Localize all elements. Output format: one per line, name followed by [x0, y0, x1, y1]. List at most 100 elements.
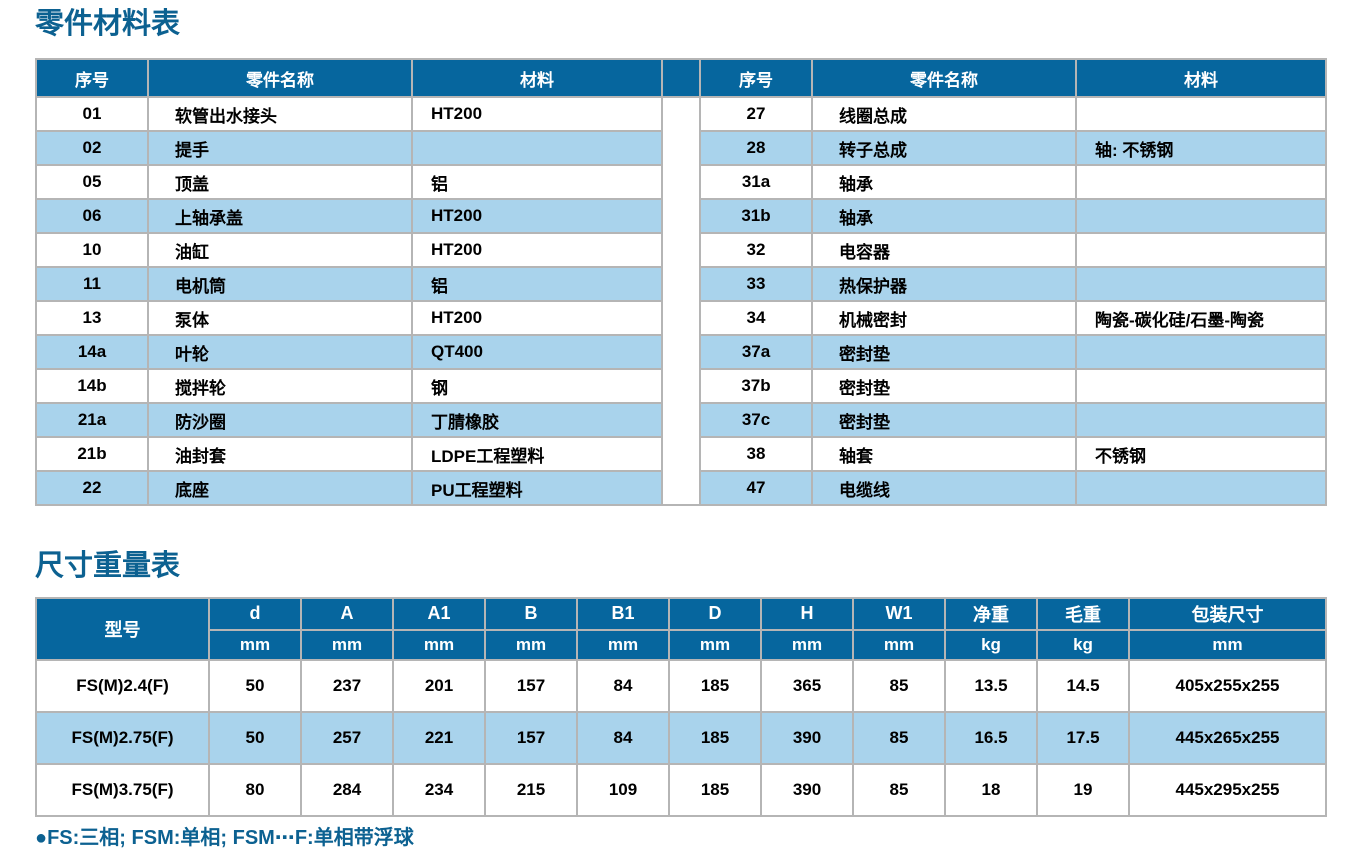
- part-name-cell: 密封垫: [813, 404, 1075, 437]
- part-name-cell: 热保护器: [813, 268, 1075, 301]
- part-material-cell: 钢: [413, 370, 661, 403]
- part-name-cell: 轴套: [813, 438, 1075, 471]
- part-material-cell: [1077, 370, 1325, 403]
- header-d: d: [210, 598, 300, 629]
- table-row: 21b 油封套 LDPE工程塑料 38 轴套 不锈钢: [37, 438, 1325, 471]
- part-material-cell: 不锈钢: [1077, 438, 1325, 471]
- unit-W1: mm: [854, 630, 944, 659]
- model-cell: FS(M)2.75(F): [37, 712, 208, 763]
- part-name-cell: 轴承: [813, 166, 1075, 199]
- part-name-cell: 搅拌轮: [149, 370, 411, 403]
- table-row: 01 软管出水接头 HT200 27 线圈总成: [37, 98, 1325, 505]
- part-no-cell: 27: [701, 98, 811, 131]
- value-cell: 215: [486, 764, 576, 815]
- value-cell: 80: [210, 764, 300, 815]
- part-no-cell: 21b: [37, 438, 147, 471]
- part-material-cell: 丁腈橡胶: [413, 404, 661, 437]
- value-cell: 405x255x255: [1130, 660, 1325, 711]
- part-material-cell: HT200: [413, 302, 661, 335]
- header-net-weight: 净重: [946, 598, 1036, 629]
- part-name-cell: 电机筒: [149, 268, 411, 301]
- value-cell: 50: [210, 712, 300, 763]
- part-no-cell: 21a: [37, 404, 147, 437]
- part-no-cell: 37a: [701, 336, 811, 369]
- table-row: 11 电机筒 铝 33 热保护器: [37, 268, 1325, 301]
- header-no-left: 序号: [37, 60, 147, 97]
- model-legend-footnote: ●FS:三相; FSM:单相; FSM⋯F:单相带浮球: [35, 826, 414, 849]
- value-cell: 234: [394, 764, 484, 815]
- value-cell: 85: [854, 764, 944, 815]
- table-row: 14b 搅拌轮 钢 37b 密封垫: [37, 370, 1325, 403]
- part-name-cell: 轴承: [813, 200, 1075, 233]
- part-name-cell: 顶盖: [149, 166, 411, 199]
- unit-d: mm: [210, 630, 300, 659]
- value-cell: 445x295x255: [1130, 764, 1325, 815]
- part-material-cell: QT400: [413, 336, 661, 369]
- parts-header-row: 序号 零件名称 材料 序号 零件名称 材料: [37, 60, 1325, 97]
- dimensions-weight-table: 型号 d A A1 B B1 D H W1 净重 毛重 包装尺寸 mm mm m…: [35, 596, 1327, 817]
- value-cell: 19: [1038, 764, 1128, 815]
- value-cell: 221: [394, 712, 484, 763]
- part-material-cell: 轴: 不锈钢: [1077, 132, 1325, 165]
- header-gross-weight: 毛重: [1038, 598, 1128, 629]
- part-material-cell: [1077, 166, 1325, 199]
- part-no-cell: 31b: [701, 200, 811, 233]
- header-spacer: [663, 60, 699, 97]
- value-cell: 390: [762, 764, 852, 815]
- part-material-cell: [1077, 336, 1325, 369]
- unit-D: mm: [670, 630, 760, 659]
- value-cell: 85: [854, 712, 944, 763]
- part-material-cell: PU工程塑料: [413, 472, 661, 505]
- header-A: A: [302, 598, 392, 629]
- part-material-cell: 陶瓷-碳化硅/石墨-陶瓷: [1077, 302, 1325, 335]
- part-material-cell: [1077, 98, 1325, 131]
- dims-header-label-row: 型号 d A A1 B B1 D H W1 净重 毛重 包装尺寸: [37, 598, 1325, 659]
- value-cell: 237: [302, 660, 392, 711]
- part-material-cell: [1077, 200, 1325, 233]
- part-material-cell: [1077, 268, 1325, 301]
- part-material-cell: [1077, 472, 1325, 505]
- part-no-cell: 10: [37, 234, 147, 267]
- part-name-cell: 防沙圈: [149, 404, 411, 437]
- header-B: B: [486, 598, 576, 629]
- part-name-cell: 机械密封: [813, 302, 1075, 335]
- part-name-cell: 油缸: [149, 234, 411, 267]
- part-no-cell: 34: [701, 302, 811, 335]
- table-row: FS(M)2.4(F) 50 237 201 157 84 185 365 85…: [37, 660, 1325, 711]
- value-cell: 390: [762, 712, 852, 763]
- value-cell: 85: [854, 660, 944, 711]
- part-material-cell: [413, 132, 661, 165]
- part-material-cell: 铝: [413, 268, 661, 301]
- value-cell: 201: [394, 660, 484, 711]
- header-model: 型号: [37, 598, 208, 659]
- part-name-cell: 上轴承盖: [149, 200, 411, 233]
- value-cell: 17.5: [1038, 712, 1128, 763]
- part-no-cell: 05: [37, 166, 147, 199]
- spacer-column: [663, 98, 699, 505]
- header-material-left: 材料: [413, 60, 661, 97]
- part-name-cell: 软管出水接头: [149, 98, 411, 131]
- value-cell: 257: [302, 712, 392, 763]
- value-cell: 18: [946, 764, 1036, 815]
- part-name-cell: 底座: [149, 472, 411, 505]
- part-name-cell: 叶轮: [149, 336, 411, 369]
- value-cell: 185: [670, 712, 760, 763]
- value-cell: 84: [578, 660, 668, 711]
- table-row: FS(M)2.75(F) 50 257 221 157 84 185 390 8…: [37, 712, 1325, 763]
- header-material-right: 材料: [1077, 60, 1325, 97]
- value-cell: 16.5: [946, 712, 1036, 763]
- header-H: H: [762, 598, 852, 629]
- table-row: 21a 防沙圈 丁腈橡胶 37c 密封垫: [37, 404, 1325, 437]
- value-cell: 157: [486, 660, 576, 711]
- part-no-cell: 06: [37, 200, 147, 233]
- part-name-cell: 电容器: [813, 234, 1075, 267]
- part-no-cell: 22: [37, 472, 147, 505]
- part-no-cell: 33: [701, 268, 811, 301]
- unit-gross-weight: kg: [1038, 630, 1128, 659]
- table-row: 22 底座 PU工程塑料 47 电缆线: [37, 472, 1325, 505]
- header-B1: B1: [578, 598, 668, 629]
- part-no-cell: 14b: [37, 370, 147, 403]
- part-name-cell: 密封垫: [813, 336, 1075, 369]
- value-cell: 109: [578, 764, 668, 815]
